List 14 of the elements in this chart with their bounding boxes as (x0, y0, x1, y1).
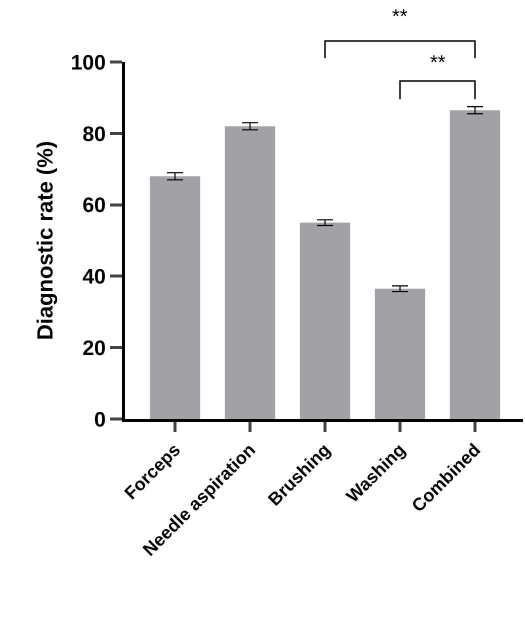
bar (374, 288, 426, 419)
y-tick-label: 0 (94, 408, 106, 432)
bar (150, 176, 200, 419)
bar (450, 110, 500, 419)
y-tick-label: 40 (82, 266, 106, 289)
bar (300, 222, 350, 419)
y-tick-label: 100 (70, 51, 106, 74)
y-tick-label: 20 (82, 336, 106, 360)
annotation: ** (430, 52, 446, 74)
y-axis-title: Diagnostic rate (%) (32, 140, 58, 340)
y-tick-label: 80 (82, 122, 106, 146)
bar (224, 126, 276, 419)
y-tick-label: 60 (82, 194, 106, 218)
text: ** (392, 6, 408, 28)
